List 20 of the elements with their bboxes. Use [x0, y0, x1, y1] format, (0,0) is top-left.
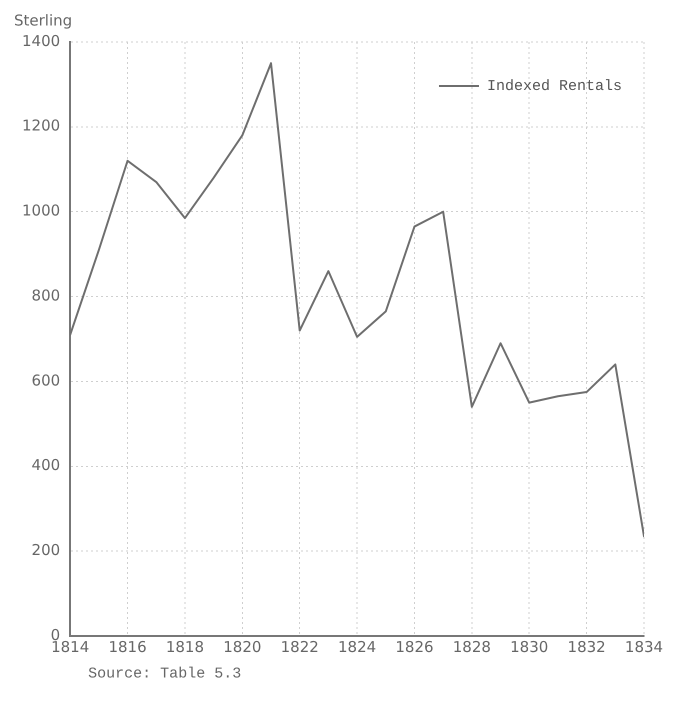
y-axis-title: Sterling [14, 11, 72, 30]
y-tick-label: 1000 [22, 202, 60, 220]
y-tick-label: 1400 [22, 32, 60, 50]
source-note: Source: Table 5.3 [88, 665, 242, 682]
y-tick-label: 800 [32, 286, 60, 304]
x-tick-label: 1830 [510, 638, 548, 656]
y-tick-label: 200 [32, 541, 60, 560]
x-tick-label: 1832 [568, 638, 606, 656]
y-tick-label: 1200 [22, 116, 60, 135]
legend-label: Indexed Rentals [486, 78, 622, 95]
y-tick-label: 400 [32, 456, 60, 474]
x-tick-label: 1818 [166, 638, 204, 656]
y-tick-label: 600 [32, 371, 60, 390]
x-tick-label: 1816 [108, 638, 147, 656]
x-tick-label: 1822 [280, 638, 319, 656]
x-tick-label: 1834 [624, 638, 664, 656]
x-tick-label: 1820 [223, 638, 262, 656]
x-tick-label: 1826 [395, 638, 434, 656]
x-tick-label: 1828 [452, 638, 491, 656]
x-tick-label: 1824 [338, 638, 376, 656]
